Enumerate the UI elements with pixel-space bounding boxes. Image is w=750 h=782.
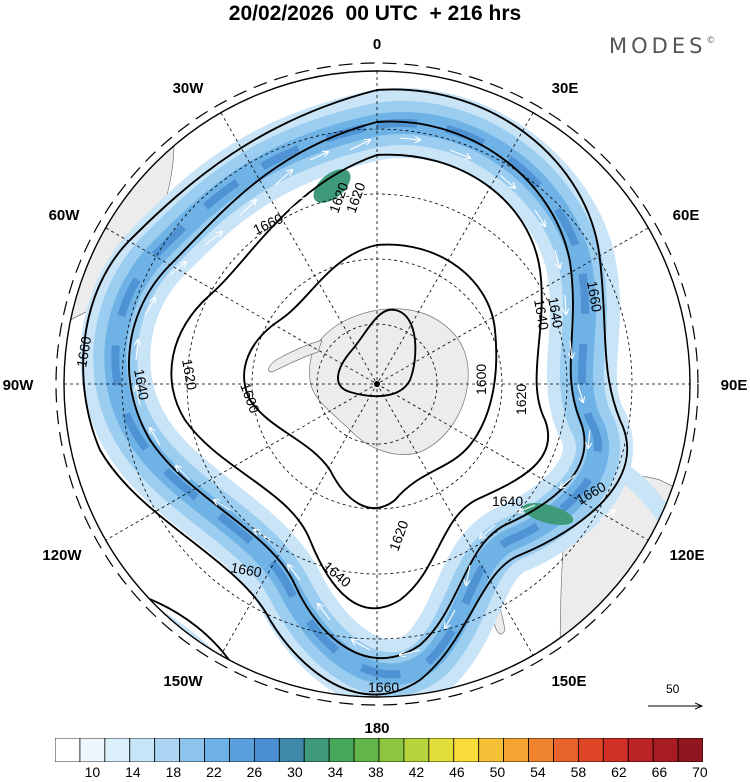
reference-vector-label: 50 bbox=[666, 682, 680, 696]
colorbar-swatch bbox=[328, 738, 355, 762]
lon-label-120w: 120W bbox=[42, 547, 82, 564]
colorbar-label: 46 bbox=[449, 764, 465, 780]
colorbar-swatch bbox=[179, 738, 205, 762]
lon-label-60e: 60E bbox=[673, 207, 700, 224]
colorbar-swatch bbox=[154, 738, 181, 762]
contour-label: 1660 bbox=[73, 335, 94, 369]
lon-label-150w: 150W bbox=[163, 673, 203, 690]
contour-label: 1640 bbox=[131, 368, 152, 402]
lon-label-150e: 150E bbox=[551, 673, 586, 690]
colorbar-label: 10 bbox=[84, 764, 101, 780]
colorbar-labels: 10 14 18 22 26 30 34 38 42 46 50 54 58 62 66 70 bbox=[0, 764, 750, 782]
contour-label: 1660 bbox=[368, 679, 399, 695]
polar-map: 0 30E 60E 90E 120E 150E 180 150W 120W 90… bbox=[3, 36, 748, 735]
colorbar-swatch bbox=[55, 738, 81, 762]
lon-label-0: 0 bbox=[373, 36, 381, 53]
jet-max-south-atlantic bbox=[313, 169, 351, 203]
colorbar-swatch bbox=[403, 738, 430, 762]
colorbar-swatch bbox=[577, 738, 604, 762]
brand-name: MODES bbox=[609, 34, 707, 58]
lon-label-30w: 30W bbox=[173, 80, 205, 97]
colorbar-swatch bbox=[478, 738, 505, 762]
lon-label-90e: 90E bbox=[721, 377, 748, 394]
colorbar-label: 30 bbox=[287, 764, 303, 780]
colorbar-swatch bbox=[79, 738, 106, 762]
map-boundary bbox=[63, 70, 691, 698]
contour-label: 1640 bbox=[545, 296, 566, 330]
colorbar-label: 14 bbox=[125, 764, 141, 780]
colorbar-swatch bbox=[378, 738, 405, 762]
contour-1620 bbox=[170, 153, 550, 610]
map-title: 20/02/2026 00 UTC + 216 hrs bbox=[228, 2, 522, 25]
colorbar-label: 62 bbox=[611, 764, 627, 780]
contour-label: 1660 bbox=[584, 280, 605, 314]
antarctic-peninsula-shape bbox=[268, 339, 323, 373]
lon-label-120e: 120E bbox=[669, 547, 704, 564]
colorbar-swatch bbox=[453, 738, 480, 762]
contour-label: 1620 bbox=[179, 358, 200, 392]
colorbar-swatch bbox=[229, 738, 255, 762]
copyright-mark: © bbox=[706, 36, 716, 46]
colorbar-swatch bbox=[503, 738, 529, 762]
contour-label: 1640 bbox=[492, 493, 523, 509]
colorbar-swatch bbox=[303, 738, 330, 762]
colorbar-swatch bbox=[528, 738, 554, 762]
contour-1580 bbox=[337, 308, 417, 397]
colorbar-swatch bbox=[602, 738, 629, 762]
colorbar-swatch bbox=[278, 738, 305, 762]
wind-speed-shading bbox=[80, 88, 690, 697]
colorbar-label: 34 bbox=[327, 764, 344, 780]
colorbar-swatch bbox=[129, 738, 156, 762]
contour-label: 1600 bbox=[473, 364, 489, 395]
lon-label-30e: 30E bbox=[552, 80, 579, 97]
colorbar-label: 42 bbox=[408, 764, 425, 780]
colorbar-label: 22 bbox=[206, 764, 222, 780]
colorbar-swatch bbox=[553, 738, 579, 762]
colorbar-swatch bbox=[253, 738, 280, 762]
colorbar bbox=[55, 738, 703, 762]
colorbar-label: 54 bbox=[530, 764, 546, 780]
brand-logo: MODES© bbox=[609, 34, 715, 58]
contour-label: 1640 bbox=[531, 298, 552, 332]
colorbar-swatch bbox=[104, 738, 131, 762]
contour-1660-outer bbox=[82, 88, 628, 696]
colorbar-label: 26 bbox=[246, 764, 263, 780]
colorbar-label: 66 bbox=[651, 764, 668, 780]
lon-label-90w: 90W bbox=[3, 377, 35, 394]
colorbar-swatch bbox=[677, 738, 703, 762]
colorbar-label: 58 bbox=[570, 764, 587, 780]
contour-label: 1620 bbox=[513, 384, 529, 415]
contour-label: 1660 bbox=[229, 559, 263, 580]
colorbar-label: 70 bbox=[692, 764, 708, 780]
colorbar-label: 18 bbox=[165, 764, 182, 780]
colorbar-swatch bbox=[652, 738, 679, 762]
graticule bbox=[64, 71, 690, 697]
colorbar-swatch bbox=[627, 738, 654, 762]
colorbar-label: 38 bbox=[368, 764, 384, 780]
longitude-labels: 0 30E 60E 90E 120E 150E 180 150W 120W 90… bbox=[3, 36, 748, 735]
lon-label-60w: 60W bbox=[49, 207, 81, 224]
lon-label-180: 180 bbox=[364, 720, 389, 735]
colorbar-label: 50 bbox=[489, 764, 506, 780]
colorbar-swatch bbox=[204, 738, 230, 762]
colorbar-swatch bbox=[353, 738, 380, 762]
colorbar-swatch bbox=[428, 738, 455, 762]
